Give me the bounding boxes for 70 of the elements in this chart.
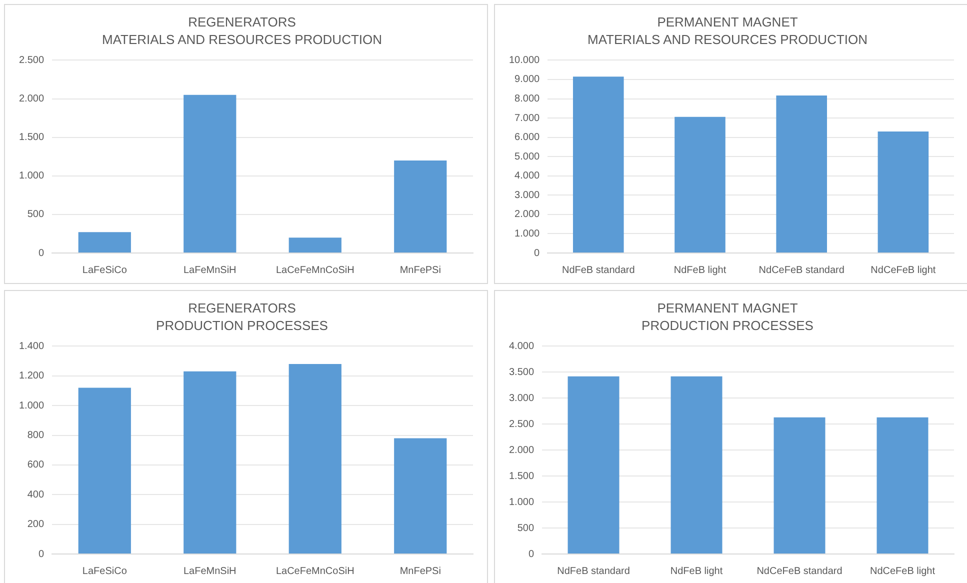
x-tick-label: NdFeB light [674, 264, 726, 276]
y-tick-label: 6.000 [514, 132, 540, 144]
y-tick-label: 1.500 [18, 132, 44, 144]
y-tick-label: 1.000 [18, 400, 44, 412]
bar [184, 94, 236, 252]
x-tick-label: MnFePSi [400, 566, 441, 577]
bar [288, 364, 342, 554]
chart-subtitle: MATERIALS AND RESOURCES PRODUCTION [102, 32, 382, 47]
y-tick-label: 2.500 [508, 418, 534, 430]
y-tick-label: 3.000 [508, 392, 534, 404]
y-tick-label: 1.000 [508, 496, 534, 508]
bar [78, 388, 131, 554]
x-tick-label: NdFeB standard [562, 264, 635, 276]
y-tick-label: 5.000 [514, 151, 540, 162]
x-tick-label: LaFeSiCo [82, 264, 128, 276]
y-tick-label: 2.000 [18, 94, 44, 105]
y-tick-label: 400 [27, 489, 44, 500]
y-tick-label: 0 [528, 548, 534, 560]
x-tick-label: NdFeB standard [557, 566, 630, 577]
x-tick-label: NdCeFeB standard [758, 264, 844, 276]
y-tick-label: 2.500 [18, 54, 44, 66]
y-tick-label: 2.000 [508, 444, 534, 456]
y-tick-label: 0 [534, 248, 540, 259]
y-tick-label: 4.000 [508, 340, 534, 352]
y-tick-label: 1.500 [508, 470, 534, 482]
y-tick-label: 1.000 [514, 228, 540, 240]
y-tick-label: 1.200 [18, 370, 44, 382]
y-tick-label: 3.500 [508, 366, 534, 378]
y-tick-label: 3.000 [514, 190, 540, 201]
bar [394, 160, 447, 252]
x-tick-label: NdCeFeB standard [756, 566, 842, 577]
y-tick-label: 2.000 [514, 209, 540, 220]
chart-title: PERMANENT MAGNET [657, 14, 798, 30]
x-tick-label: LaFeMnSiH [183, 566, 236, 577]
bar [674, 116, 726, 252]
y-tick-label: 8.000 [514, 94, 540, 105]
y-tick-label: 0 [38, 248, 44, 259]
chart-title: REGENERATORS [188, 14, 296, 30]
chart-title: REGENERATORS [188, 300, 296, 316]
bar [394, 438, 447, 554]
bar [78, 232, 131, 252]
y-tick-label: 200 [27, 519, 44, 530]
chart-subtitle: PRODUCTION PROCESSES [642, 318, 814, 333]
x-tick-label: NdCeFeB light [870, 264, 936, 276]
y-tick-label: 9.000 [514, 74, 540, 86]
y-tick-label: 500 [27, 209, 44, 220]
y-tick-label: 10.000 [508, 54, 540, 66]
chart-title: PERMANENT MAGNET [657, 300, 798, 316]
y-tick-label: 1.400 [18, 340, 44, 352]
x-tick-label: NdCeFeB light [870, 566, 936, 577]
x-tick-label: LaFeMnSiH [183, 264, 236, 276]
y-tick-label: 500 [517, 522, 534, 534]
y-tick-label: 7.000 [514, 112, 540, 124]
y-tick-label: 800 [27, 430, 44, 442]
x-tick-label: MnFePSi [400, 264, 441, 276]
bar [776, 95, 827, 252]
y-tick-label: 600 [27, 460, 44, 471]
y-tick-label: 1.000 [18, 170, 44, 182]
y-tick-label: 0 [38, 548, 44, 560]
bar [184, 371, 236, 554]
chart-subtitle: PRODUCTION PROCESSES [156, 318, 328, 333]
x-tick-label: LaCeFeMnCoSiH [276, 264, 354, 276]
x-tick-label: LaFeSiCo [82, 566, 128, 577]
chart-subtitle: MATERIALS AND RESOURCES PRODUCTION [587, 32, 868, 47]
x-tick-label: LaCeFeMnCoSiH [276, 566, 354, 577]
x-tick-label: NdFeB light [670, 566, 723, 577]
bar [288, 238, 342, 252]
bar [878, 132, 929, 252]
bar [572, 76, 624, 252]
y-tick-label: 4.000 [514, 170, 540, 182]
